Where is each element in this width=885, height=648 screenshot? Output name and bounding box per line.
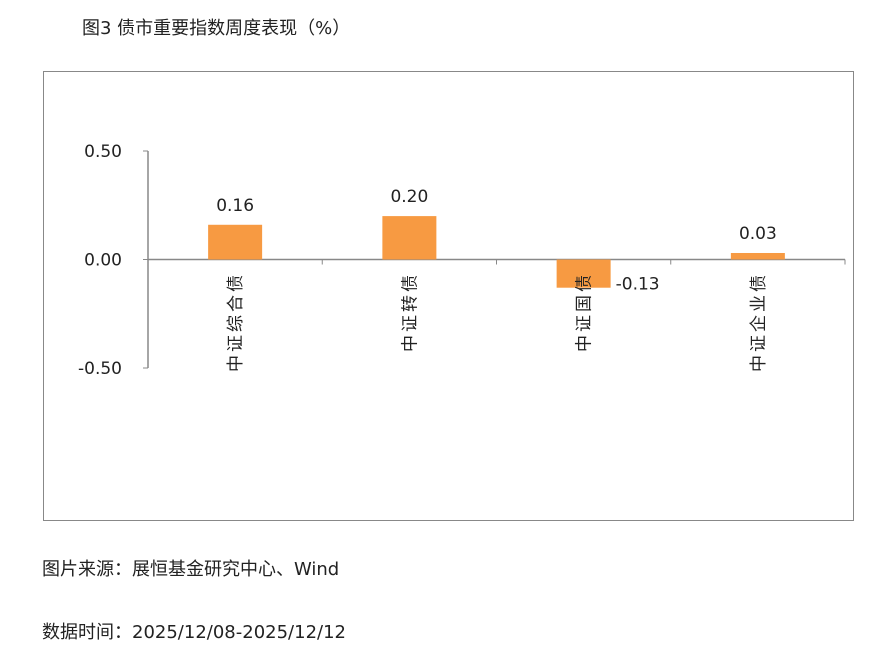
chart-frame [43, 71, 854, 521]
y-tick-label: 0.50 [84, 142, 122, 162]
category-label: 中证转债 [400, 272, 420, 352]
data-label: -0.13 [616, 275, 660, 295]
category-label: 中证综合债 [226, 272, 246, 372]
bar [730, 252, 785, 260]
date-note: 数据时间：2025/12/08-2025/12/12 [42, 622, 346, 643]
bar [556, 259, 611, 288]
bar [208, 224, 263, 260]
y-tick-label: -0.50 [78, 359, 122, 379]
data-label: 0.03 [739, 224, 777, 244]
y-tick-label: 0.00 [84, 251, 122, 271]
category-label: 中证企业债 [749, 272, 769, 372]
category-label: 中证国债 [575, 272, 595, 352]
bar [382, 216, 437, 260]
data-label: 0.16 [216, 196, 254, 216]
source-note: 图片来源：展恒基金研究中心、Wind [42, 559, 340, 580]
data-label: 0.20 [390, 187, 428, 207]
chart-title: 图3 债市重要指数周度表现（%） [82, 18, 351, 39]
